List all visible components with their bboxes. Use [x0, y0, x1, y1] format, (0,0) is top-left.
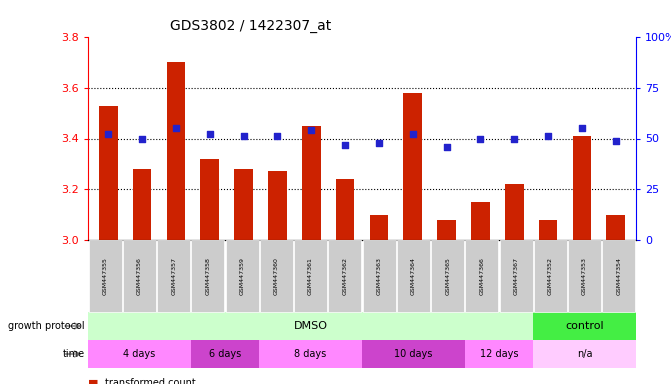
Text: control: control	[565, 321, 604, 331]
Bar	[437, 220, 456, 240]
Text: time: time	[62, 349, 85, 359]
Text: GSM447365: GSM447365	[445, 257, 450, 295]
Text: GSM447367: GSM447367	[513, 257, 519, 295]
Text: transformed count: transformed count	[105, 378, 195, 384]
Bar	[234, 169, 253, 240]
Text: GSM447354: GSM447354	[617, 257, 621, 295]
Text: n/a: n/a	[577, 349, 592, 359]
Text: GSM447358: GSM447358	[205, 257, 211, 295]
Text: GDS3802 / 1422307_at: GDS3802 / 1422307_at	[170, 19, 331, 33]
Bar	[539, 220, 558, 240]
Text: 4 days: 4 days	[123, 349, 156, 359]
Point	[475, 136, 486, 142]
Text: 8 days: 8 days	[295, 349, 327, 359]
Text: GSM447360: GSM447360	[274, 257, 279, 295]
Bar	[201, 159, 219, 240]
Bar	[336, 179, 354, 240]
Point	[509, 136, 519, 142]
Point	[103, 131, 113, 137]
Bar	[370, 215, 389, 240]
Text: GSM447355: GSM447355	[103, 257, 107, 295]
Point	[374, 139, 384, 146]
Text: growth protocol: growth protocol	[8, 321, 85, 331]
Text: GSM447361: GSM447361	[308, 257, 313, 295]
Point	[272, 133, 282, 139]
Bar	[607, 215, 625, 240]
Bar	[505, 184, 523, 240]
Text: 10 days: 10 days	[394, 349, 433, 359]
Point	[543, 133, 554, 139]
Bar	[302, 126, 321, 240]
Bar	[166, 62, 185, 240]
Bar	[99, 106, 117, 240]
Point	[340, 142, 350, 148]
Text: 12 days: 12 days	[480, 349, 518, 359]
Point	[407, 131, 418, 137]
Text: GSM447352: GSM447352	[548, 257, 553, 295]
Bar	[268, 172, 287, 240]
Point	[170, 125, 181, 131]
Point	[137, 136, 148, 142]
Text: DMSO: DMSO	[294, 321, 327, 331]
Bar	[572, 136, 591, 240]
Text: GSM447359: GSM447359	[240, 257, 245, 295]
Text: ■: ■	[88, 378, 99, 384]
Text: GSM447356: GSM447356	[137, 257, 142, 295]
Text: 6 days: 6 days	[209, 349, 241, 359]
Text: GSM447353: GSM447353	[582, 257, 587, 295]
Point	[576, 125, 587, 131]
Bar	[133, 169, 152, 240]
Text: GSM447364: GSM447364	[411, 257, 416, 295]
Point	[306, 127, 317, 134]
Text: GSM447357: GSM447357	[171, 257, 176, 295]
Point	[442, 144, 452, 150]
Bar	[403, 93, 422, 240]
Text: GSM447362: GSM447362	[342, 257, 348, 295]
Point	[611, 137, 621, 144]
Text: GSM447366: GSM447366	[479, 257, 484, 295]
Point	[205, 131, 215, 137]
Point	[238, 133, 249, 139]
Text: GSM447363: GSM447363	[376, 257, 382, 295]
Bar	[471, 202, 490, 240]
